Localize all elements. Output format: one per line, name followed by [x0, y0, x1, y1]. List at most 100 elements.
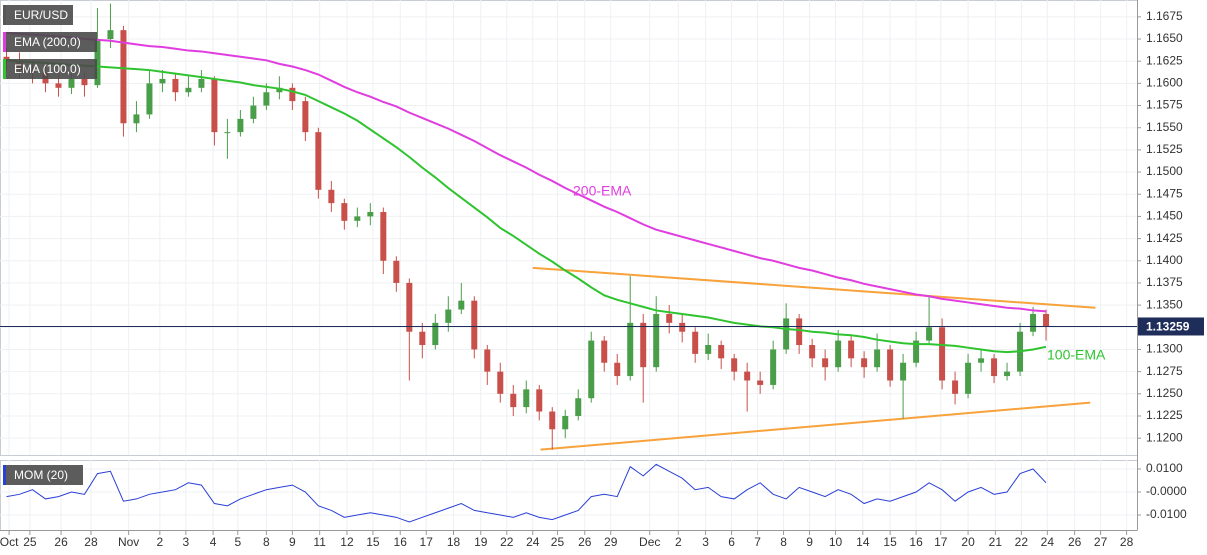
y-tick-label: 1.1650 [1146, 31, 1183, 45]
x-tick-label: 20 [961, 535, 975, 549]
candle-body [965, 362, 972, 394]
candle-body [497, 371, 504, 394]
candle-body [822, 358, 829, 368]
candle-body [887, 349, 894, 381]
x-tick-label: 26 [54, 535, 68, 549]
trendline [540, 401, 1091, 451]
x-tick-label: 3 [182, 535, 189, 549]
y-tick-label: 1.1450 [1146, 209, 1183, 223]
x-tick-label: Dec [639, 535, 660, 549]
candle-body [640, 322, 647, 368]
x-tick-label: 6 [728, 535, 735, 549]
x-tick-label: 22 [1015, 535, 1029, 549]
candle-body [432, 322, 439, 346]
legend-swatch [3, 32, 6, 52]
legend-box [3, 32, 97, 52]
x-tick-label: 7 [754, 535, 761, 549]
legend-swatch [3, 465, 6, 485]
x-tick-label: 4 [210, 535, 217, 549]
y-tick-label: 1.1500 [1146, 164, 1183, 178]
x-tick-label: 17 [934, 535, 948, 549]
x-tick-label: 26 [1068, 535, 1082, 549]
candle-body [848, 340, 855, 359]
candle-body [991, 358, 998, 377]
candle-body [874, 349, 881, 368]
indicator-line [6, 463, 1047, 523]
y-tick-label: 1.1200 [1146, 430, 1183, 444]
candle-body [614, 362, 621, 377]
candle-body [406, 282, 413, 332]
x-tick-label: 16 [909, 535, 923, 549]
candle-body [159, 78, 166, 84]
ema-line [6, 31, 1047, 313]
x-tick-label: 25 [551, 535, 565, 549]
y-tick-label: 0.0100 [1146, 461, 1183, 475]
x-tick-label: 16 [394, 535, 408, 549]
candle-body [81, 78, 88, 86]
x-tick-label: 28 [1120, 535, 1134, 549]
annotation: 200-EMA [573, 183, 632, 199]
legend-label: EMA (200,0) [14, 35, 81, 49]
x-tick-label: 5 [234, 535, 241, 549]
annotation: 100-EMA [1047, 347, 1106, 363]
x-tick-label: 10 [829, 535, 843, 549]
candle-body [471, 300, 478, 350]
last-price-box [1138, 317, 1204, 336]
candle-body [601, 340, 608, 363]
y-tick-label: 1.1250 [1146, 386, 1183, 400]
x-tick-label: 22 [500, 535, 514, 549]
candle-body [536, 389, 543, 412]
x-tick-label: 19 [474, 535, 488, 549]
candle-body [939, 327, 946, 381]
candle-body [653, 313, 660, 368]
y-tick-label: -0.0000 [1146, 484, 1187, 498]
candle-body [367, 211, 374, 217]
legend-swatch [3, 59, 6, 79]
trendline [532, 266, 1096, 309]
x-tick-label: 25 [23, 535, 37, 549]
x-tick-label: 24 [1041, 535, 1055, 549]
candle-body [146, 83, 153, 115]
candle-body [354, 216, 361, 221]
x-tick-label: 11 [313, 535, 326, 549]
x-tick-label: 8 [263, 535, 270, 549]
candle-body [289, 87, 296, 102]
y-tick-label: 1.1350 [1146, 297, 1183, 311]
candle-body [250, 105, 257, 119]
x-tick-label: 3 [702, 535, 709, 549]
candle-body [627, 322, 634, 377]
candle-body [510, 393, 517, 408]
candle-body [172, 78, 179, 93]
y-tick-label: 1.1300 [1146, 342, 1183, 356]
candle-body [562, 415, 569, 430]
legend-label: EMA (100,0) [14, 62, 81, 76]
candle-body [458, 300, 465, 310]
candle-body [1043, 313, 1050, 327]
x-tick-label: 27 [1094, 535, 1108, 549]
candle-body [237, 118, 244, 133]
candle-body [341, 203, 348, 221]
x-tick-label: 9 [806, 535, 813, 549]
last-price-label: 1.13259 [1146, 320, 1190, 334]
candle-body [133, 114, 140, 124]
candle-body [198, 78, 205, 88]
x-tick-label: 18 [447, 535, 461, 549]
candle-body [393, 260, 400, 283]
y-tick-label: 1.1225 [1146, 408, 1183, 422]
candle-body [380, 211, 387, 261]
y-tick-label: 1.1625 [1146, 53, 1183, 67]
candle-body [705, 345, 712, 354]
candle-body [666, 313, 673, 323]
x-tick-label: 24 [526, 535, 540, 549]
candle-body [94, 39, 101, 86]
candle-body [276, 87, 283, 93]
candle-body [796, 318, 803, 346]
x-tick-label: 15 [366, 535, 380, 549]
x-tick-label: 12 [340, 535, 354, 549]
candle-body [55, 83, 62, 88]
candle-body [107, 30, 114, 40]
legend-label: EUR/USD [14, 8, 68, 22]
candle-body [224, 132, 231, 134]
candle-body [549, 411, 556, 430]
